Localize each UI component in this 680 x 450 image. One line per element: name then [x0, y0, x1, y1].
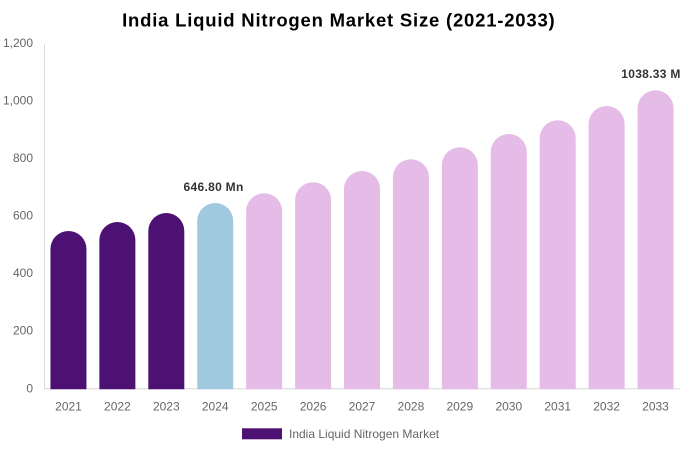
svg-text:0: 0 [26, 381, 33, 395]
svg-text:India Liquid Nitrogen Market: India Liquid Nitrogen Market [289, 427, 440, 441]
svg-text:2027: 2027 [349, 400, 376, 414]
svg-text:1,000: 1,000 [3, 94, 33, 108]
svg-text:2028: 2028 [398, 400, 425, 414]
svg-text:2024: 2024 [202, 400, 229, 414]
svg-text:2023: 2023 [153, 400, 180, 414]
svg-text:400: 400 [13, 266, 33, 280]
svg-text:2021: 2021 [55, 400, 82, 414]
svg-text:India Liquid Nitrogen Market S: India Liquid Nitrogen Market Size (2021-… [122, 10, 555, 31]
svg-text:2032: 2032 [593, 400, 620, 414]
svg-text:646.80 Mn: 646.80 Mn [184, 180, 244, 194]
svg-text:2025: 2025 [251, 400, 278, 414]
svg-text:2026: 2026 [300, 400, 327, 414]
svg-text:200: 200 [13, 324, 33, 338]
svg-text:2030: 2030 [495, 400, 522, 414]
svg-text:1,200: 1,200 [3, 36, 33, 50]
svg-text:2022: 2022 [104, 400, 131, 414]
svg-text:2033: 2033 [642, 400, 669, 414]
svg-text:600: 600 [13, 209, 33, 223]
svg-text:800: 800 [13, 151, 33, 165]
svg-text:2031: 2031 [544, 400, 571, 414]
svg-text:1038.33 Mn: 1038.33 Mn [621, 67, 680, 81]
svg-text:2029: 2029 [446, 400, 473, 414]
